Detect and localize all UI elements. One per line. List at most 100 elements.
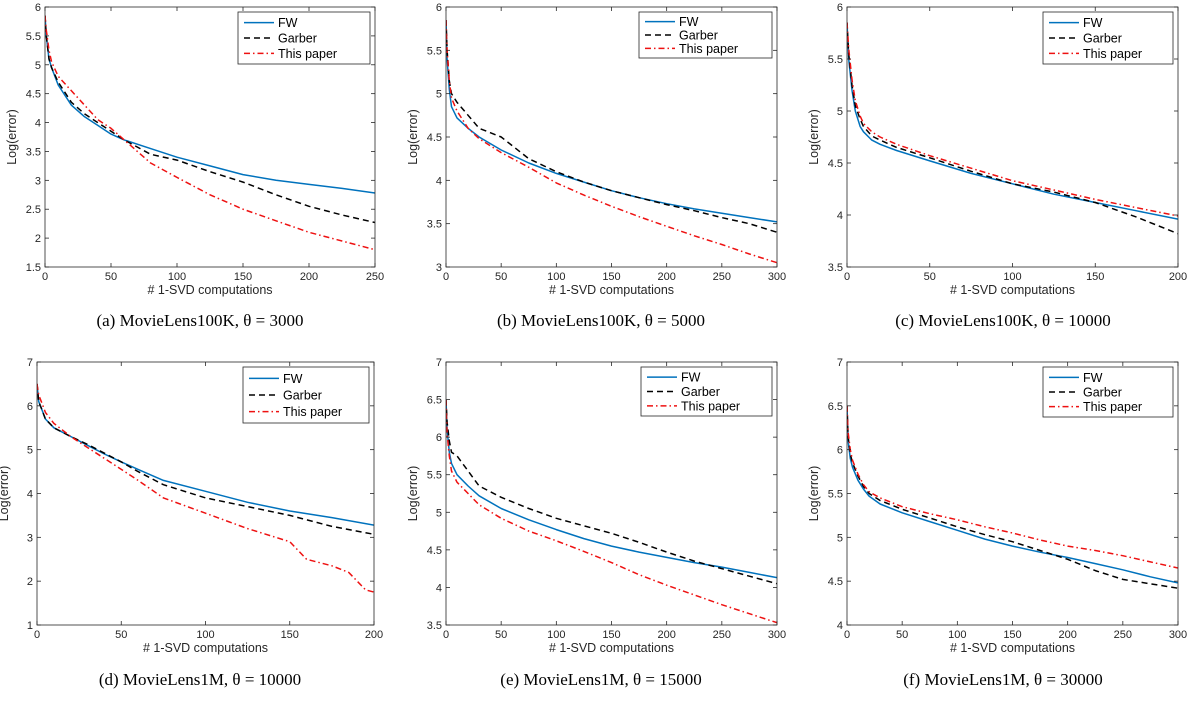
x-tick-label: 200 bbox=[657, 271, 675, 283]
legend-label: This paper bbox=[1083, 47, 1142, 61]
x-tick-label: 150 bbox=[1003, 629, 1021, 641]
y-tick-label: 6 bbox=[27, 401, 33, 413]
y-axis-label: Log(error) bbox=[0, 466, 11, 522]
series-line-fw bbox=[847, 22, 1178, 220]
x-tick-label: 0 bbox=[42, 271, 48, 283]
x-tick-label: 300 bbox=[1169, 629, 1187, 641]
x-tick-label: 0 bbox=[443, 271, 449, 283]
y-tick-label: 4.5 bbox=[427, 545, 442, 557]
figure-caption: (a) MovieLens100K, θ = 3000 bbox=[96, 311, 303, 330]
y-tick-label: 1.5 bbox=[26, 262, 41, 274]
legend-label: FW bbox=[679, 15, 699, 29]
y-tick-label: 7 bbox=[436, 357, 442, 369]
series-line-garber bbox=[446, 399, 777, 585]
series-line-fw bbox=[847, 405, 1178, 584]
x-tick-label: 300 bbox=[768, 271, 786, 283]
legend-label: This paper bbox=[283, 405, 342, 419]
x-tick-label: 0 bbox=[34, 629, 40, 641]
y-tick-label: 2.5 bbox=[26, 204, 41, 216]
x-tick-label: 100 bbox=[547, 629, 565, 641]
series-line-fw bbox=[446, 19, 777, 223]
series-line-this-paper bbox=[446, 19, 777, 264]
y-tick-label: 4 bbox=[27, 489, 33, 501]
y-tick-label: 2 bbox=[27, 576, 33, 588]
x-axis-label: # 1-SVD computations bbox=[549, 283, 674, 297]
y-tick-label: 6.5 bbox=[828, 401, 843, 413]
y-tick-label: 5.5 bbox=[26, 31, 41, 43]
y-axis-label: Log(error) bbox=[807, 466, 821, 522]
legend-label: FW bbox=[1083, 371, 1103, 385]
legend-label: Garber bbox=[283, 389, 322, 403]
y-tick-label: 5.5 bbox=[828, 489, 843, 501]
x-tick-label: 250 bbox=[366, 271, 384, 283]
y-tick-label: 5 bbox=[436, 89, 442, 101]
x-tick-label: 200 bbox=[365, 629, 383, 641]
y-axis-label: Log(error) bbox=[5, 109, 19, 165]
y-tick-label: 3 bbox=[436, 262, 442, 274]
legend-label: This paper bbox=[278, 47, 337, 61]
y-tick-label: 4 bbox=[837, 620, 843, 632]
x-tick-label: 250 bbox=[1114, 629, 1132, 641]
series-line-this-paper bbox=[446, 399, 777, 624]
y-tick-label: 7 bbox=[837, 357, 843, 369]
x-tick-label: 50 bbox=[495, 271, 507, 283]
series-line-fw bbox=[446, 399, 777, 579]
x-tick-label: 150 bbox=[602, 629, 620, 641]
y-tick-label: 3.5 bbox=[427, 219, 442, 231]
figure-caption: (e) MovieLens1M, θ = 15000 bbox=[500, 670, 701, 689]
series-line-garber bbox=[37, 383, 374, 536]
x-tick-label: 200 bbox=[1169, 271, 1187, 283]
x-tick-label: 100 bbox=[1003, 271, 1021, 283]
y-tick-label: 6 bbox=[35, 2, 41, 14]
x-tick-label: 150 bbox=[602, 271, 620, 283]
y-axis-label: Log(error) bbox=[406, 466, 420, 522]
y-tick-label: 3 bbox=[35, 175, 41, 187]
x-tick-label: 50 bbox=[495, 629, 507, 641]
legend-label: Garber bbox=[278, 32, 317, 46]
y-tick-label: 3.5 bbox=[427, 620, 442, 632]
y-tick-label: 4.5 bbox=[828, 158, 843, 170]
figure-caption: (c) MovieLens100K, θ = 10000 bbox=[895, 311, 1111, 330]
series-line-garber bbox=[847, 405, 1178, 589]
x-tick-label: 0 bbox=[443, 629, 449, 641]
y-tick-label: 5 bbox=[837, 106, 843, 118]
y-tick-label: 3 bbox=[27, 532, 33, 544]
x-axis-label: # 1-SVD computations bbox=[549, 641, 674, 655]
y-tick-label: 5.5 bbox=[427, 45, 442, 57]
y-tick-label: 4 bbox=[436, 582, 442, 594]
y-tick-label: 5.5 bbox=[828, 54, 843, 66]
y-tick-label: 3.5 bbox=[26, 146, 41, 158]
legend-label: FW bbox=[278, 16, 298, 30]
x-tick-label: 50 bbox=[115, 629, 127, 641]
y-tick-label: 1 bbox=[27, 620, 33, 632]
y-tick-label: 2 bbox=[35, 233, 41, 245]
y-tick-label: 4 bbox=[837, 210, 843, 222]
y-tick-label: 6.5 bbox=[427, 395, 442, 407]
y-tick-label: 6 bbox=[436, 2, 442, 14]
x-tick-label: 50 bbox=[896, 629, 908, 641]
legend-label: FW bbox=[283, 372, 303, 386]
y-tick-label: 5 bbox=[27, 445, 33, 457]
x-tick-label: 50 bbox=[105, 271, 117, 283]
x-tick-label: 300 bbox=[768, 629, 786, 641]
x-tick-label: 250 bbox=[713, 271, 731, 283]
legend: FW Garber This paper bbox=[242, 366, 370, 424]
x-axis-label: # 1-SVD computations bbox=[147, 283, 272, 297]
x-tick-label: 50 bbox=[924, 271, 936, 283]
legend-label: Garber bbox=[681, 385, 720, 399]
y-tick-label: 6 bbox=[436, 432, 442, 444]
x-tick-label: 250 bbox=[713, 629, 731, 641]
y-tick-label: 7 bbox=[27, 357, 33, 369]
series-line-this-paper bbox=[37, 383, 374, 593]
chart-panel-4: 0 50 100 150 200 1 2 3 4 5 6 7 # 1-SVD computations L… bbox=[0, 357, 383, 689]
y-tick-label: 4.5 bbox=[828, 576, 843, 588]
chart-panel-5: 0 50 100 150 200 250 300 3.5 4 4.5 5 5.5 6 6.5 7 # 1-SV… bbox=[406, 357, 786, 689]
y-tick-label: 3.5 bbox=[828, 262, 843, 274]
y-tick-label: 4.5 bbox=[427, 132, 442, 144]
